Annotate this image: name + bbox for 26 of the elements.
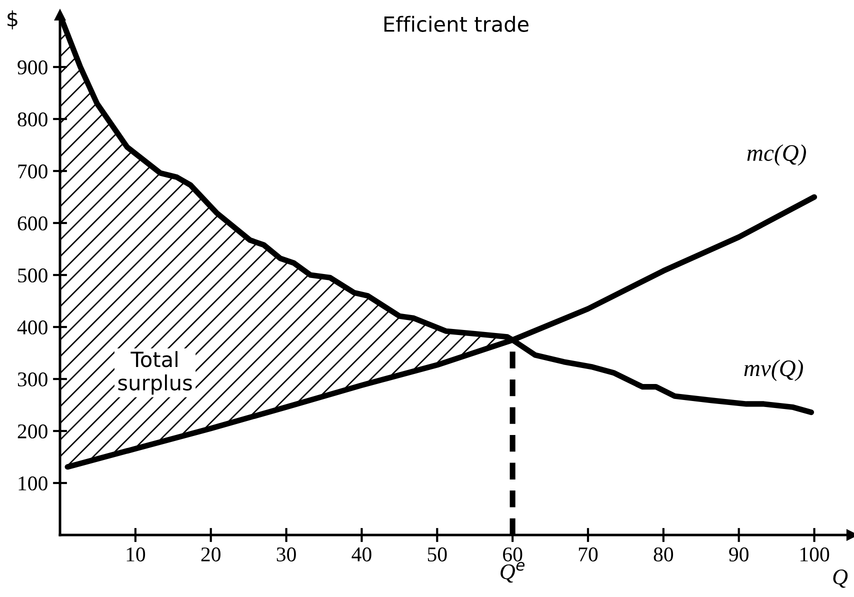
y-tick-label: 100 (18, 476, 48, 490)
y-tick-label: 700 (18, 164, 48, 178)
y-tick-label: 800 (18, 112, 48, 126)
y-tick-label: 900 (18, 60, 48, 74)
y-tick-label: 500 (18, 268, 48, 282)
series-label: mc(Q) (747, 144, 806, 166)
x-tick-label: 40 (352, 547, 372, 562)
x-axis-title: Q (833, 570, 848, 588)
x-tick-label: 80 (654, 547, 674, 562)
chart-title: Efficient trade (384, 16, 528, 32)
x-tick-label: 30 (276, 547, 296, 562)
series-label: mv(Q) (744, 360, 803, 382)
x-tick-label: 10 (126, 547, 146, 562)
annotation: Total surplus (118, 351, 192, 395)
x-tick-label: 20 (201, 547, 220, 562)
x-tick-label: 100 (800, 547, 830, 562)
y-tick-label: 600 (18, 216, 48, 230)
ref-line-label: Q$^{e}$ (500, 562, 524, 583)
y-axis-title: $ (8, 10, 18, 30)
y-tick-label: 400 (17, 320, 48, 334)
y-tick-label: 300 (18, 372, 48, 386)
x-tick-label: 50 (428, 547, 447, 562)
x-tick-label: 60 (503, 547, 522, 562)
x-tick-label: 70 (578, 547, 598, 562)
y-tick-label: 200 (18, 424, 48, 438)
x-tick-label: 90 (729, 547, 748, 562)
